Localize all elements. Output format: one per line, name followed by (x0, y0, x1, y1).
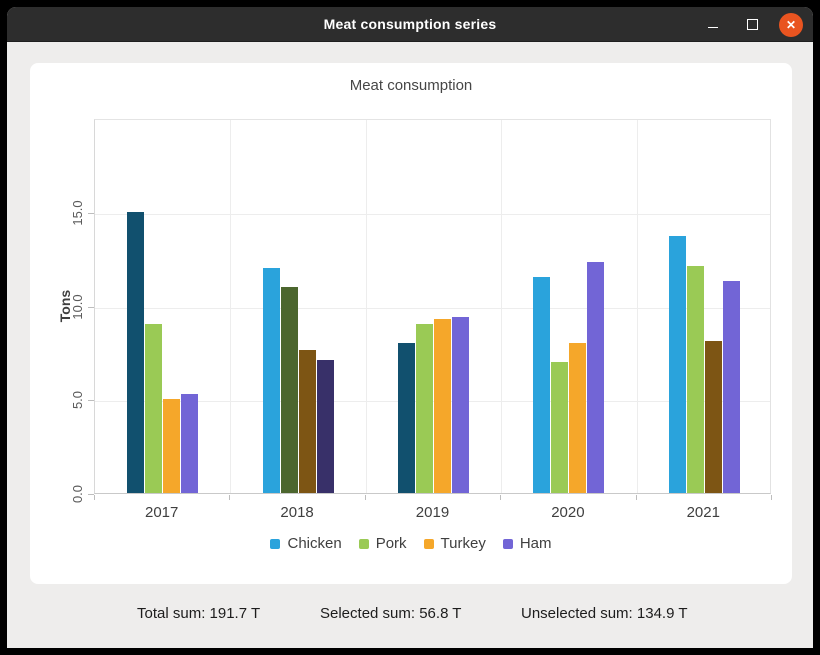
legend-label: Turkey (440, 535, 486, 552)
bar-group-2018 (262, 268, 334, 493)
y-tick-mark (88, 400, 94, 402)
bar-ham-2021[interactable] (722, 281, 740, 493)
status-bar: Total sum: 191.7 T Selected sum: 56.8 T … (7, 605, 813, 625)
gridline-x (230, 120, 232, 493)
minimize-icon (708, 27, 718, 28)
bar-pork-2017[interactable] (145, 324, 163, 493)
plot-area (94, 119, 771, 494)
bar-turkey-2021[interactable] (704, 341, 722, 493)
bar-group-2017 (127, 212, 199, 493)
bar-group-2020 (533, 262, 605, 493)
gridline-x (501, 120, 503, 493)
bar-ham-2019[interactable] (452, 317, 469, 493)
bar-pork-2018[interactable] (280, 287, 298, 493)
x-category-label-2021: 2021 (686, 504, 720, 521)
bar-chicken-2020[interactable] (533, 277, 551, 493)
close-button[interactable]: ✕ (779, 12, 803, 37)
x-tick-mark (94, 495, 95, 500)
bar-ham-2020[interactable] (587, 262, 605, 493)
y-tick-label: 10.0 (70, 293, 85, 320)
x-tick-mark (500, 495, 502, 500)
bar-chicken-2018[interactable] (262, 268, 280, 493)
legend-swatch-turkey (423, 538, 434, 549)
legend-swatch-pork (358, 538, 369, 549)
x-category-label-2017: 2017 (145, 504, 179, 521)
gridline-x (365, 120, 367, 493)
legend-label: Pork (375, 535, 407, 552)
window-controls: ✕ (701, 7, 803, 42)
bar-pork-2020[interactable] (551, 362, 569, 493)
bar-group-2021 (668, 236, 740, 493)
legend-item-pork: Pork (358, 535, 407, 552)
bar-turkey-2018[interactable] (298, 350, 316, 493)
maximize-button[interactable] (740, 13, 764, 37)
bar-turkey-2017[interactable] (163, 399, 181, 493)
bar-pork-2021[interactable] (686, 266, 704, 493)
legend: Chicken Pork Turkey Ham (30, 535, 792, 552)
bar-turkey-2019[interactable] (434, 319, 451, 493)
minimize-button[interactable] (701, 13, 725, 37)
x-tick-mark (364, 495, 366, 500)
window-title: Meat consumption series (323, 16, 497, 32)
legend-swatch-ham (502, 538, 513, 549)
x-category-label-2019: 2019 (415, 504, 450, 521)
status-unselected-sum: Unselected sum: 134.9 T (521, 605, 688, 622)
x-category-label-2018: 2018 (280, 504, 314, 521)
chart-title: Meat consumption (349, 77, 473, 94)
y-tick-label: 5.0 (70, 391, 85, 410)
bar-ham-2017[interactable] (181, 394, 199, 493)
x-tick-mark (229, 495, 231, 500)
legend-item-turkey: Turkey (423, 535, 486, 552)
legend-swatch-chicken (270, 538, 281, 549)
y-tick-mark (88, 306, 94, 308)
maximize-icon (746, 19, 758, 30)
y-tick-label: 0.0 (70, 484, 85, 504)
status-total-sum: Total sum: 191.7 T (137, 605, 261, 622)
gridline-x (636, 120, 638, 493)
legend-item-ham: Ham (502, 535, 552, 552)
y-tick-mark (88, 494, 94, 495)
legend-label: Ham (519, 535, 552, 552)
legend-label: Chicken (287, 535, 342, 552)
chart-panel: Meat consumption Tons 0.0 5.0 10.0 15.0 2017… (30, 63, 792, 584)
x-category-label-2020: 2020 (551, 504, 585, 521)
gridline-y-15.0 (95, 213, 770, 215)
bar-chicken-2019[interactable] (398, 343, 415, 493)
legend-item-chicken: Chicken (270, 535, 342, 552)
gridline-y-10.0 (95, 307, 770, 309)
close-icon: ✕ (785, 17, 797, 32)
bar-chicken-2017[interactable] (127, 212, 145, 493)
bar-chicken-2021[interactable] (668, 236, 686, 493)
x-tick-mark (635, 495, 637, 500)
bar-turkey-2020[interactable] (569, 343, 587, 493)
status-selected-sum: Selected sum: 56.8 T (320, 605, 462, 622)
y-tick-mark (88, 212, 94, 214)
bar-group-2019 (398, 317, 469, 493)
bar-pork-2019[interactable] (416, 324, 433, 493)
app-window: Meat consumption series ✕ Meat consumpti… (7, 7, 813, 648)
bar-ham-2018[interactable] (316, 360, 334, 493)
y-tick-label: 15.0 (70, 200, 85, 226)
x-tick-mark (771, 495, 772, 500)
titlebar[interactable]: Meat consumption series ✕ (7, 7, 813, 42)
